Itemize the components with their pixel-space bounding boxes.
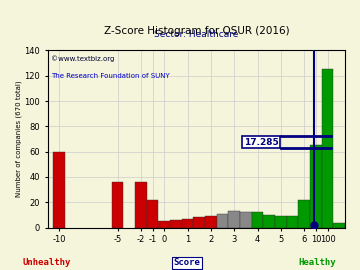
Bar bbox=[228, 211, 240, 228]
Title: Z-Score Histogram for OSUR (2016): Z-Score Histogram for OSUR (2016) bbox=[104, 26, 289, 36]
Text: Unhealthy: Unhealthy bbox=[23, 258, 71, 267]
Bar bbox=[158, 221, 170, 228]
Bar bbox=[310, 145, 322, 228]
Y-axis label: Number of companies (670 total): Number of companies (670 total) bbox=[15, 81, 22, 197]
Text: The Research Foundation of SUNY: The Research Foundation of SUNY bbox=[51, 73, 170, 79]
Text: ©www.textbiz.org: ©www.textbiz.org bbox=[51, 56, 114, 62]
Bar bbox=[264, 215, 275, 228]
Text: 17.285: 17.285 bbox=[244, 138, 279, 147]
Bar bbox=[275, 216, 287, 228]
Bar bbox=[147, 200, 158, 228]
Bar bbox=[322, 69, 333, 228]
Bar bbox=[112, 182, 123, 228]
Bar bbox=[193, 217, 205, 228]
Bar bbox=[217, 214, 228, 228]
Bar bbox=[170, 220, 182, 228]
Bar bbox=[252, 212, 264, 228]
Bar bbox=[135, 182, 147, 228]
Text: Sector: Healthcare: Sector: Healthcare bbox=[154, 30, 239, 39]
Bar bbox=[182, 219, 193, 228]
Bar bbox=[333, 222, 345, 228]
Bar bbox=[298, 200, 310, 228]
Bar bbox=[205, 216, 217, 228]
Bar bbox=[287, 216, 298, 228]
Bar bbox=[54, 152, 65, 228]
Bar bbox=[240, 212, 252, 228]
Text: Healthy: Healthy bbox=[298, 258, 336, 267]
Text: Score: Score bbox=[174, 258, 201, 267]
